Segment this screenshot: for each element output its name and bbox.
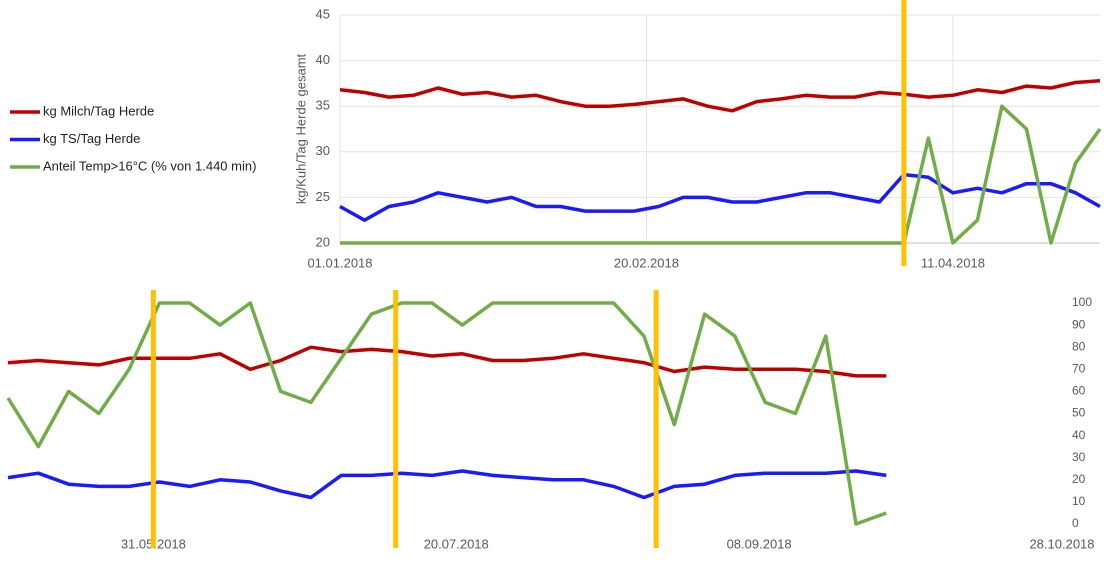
y-tick-label: 25: [316, 189, 330, 204]
y-axis-label: kg/Kuh/Tag Herde gesamt: [293, 53, 308, 204]
y-tick-label: 45: [316, 6, 330, 21]
y-tick-label: 90: [1072, 317, 1086, 331]
x-tick-label: 20.02.2018: [614, 255, 679, 270]
y-tick-label: 30: [316, 143, 330, 158]
legend-label: Anteil Temp>16°C (% von 1.440 min): [43, 158, 256, 173]
y-tick-label: 20: [1072, 472, 1086, 486]
legend-label: kg Milch/Tag Herde: [43, 103, 154, 118]
y-tick-label: 40: [1072, 428, 1086, 442]
series-line: [6, 301, 887, 526]
series-line: [340, 104, 1102, 245]
series-line: [339, 78, 1101, 113]
x-tick-label: 28.10.2018: [1029, 536, 1094, 551]
y-tick-label: 40: [316, 52, 330, 67]
y-tick-label: 35: [316, 98, 330, 113]
x-tick-label: 20.07.2018: [424, 536, 489, 551]
y-tick-label: 20: [316, 234, 330, 249]
y-tick-label: 60: [1072, 384, 1086, 398]
series-line: [7, 469, 887, 500]
legend-label: kg TS/Tag Herde: [43, 131, 140, 146]
x-tick-label: 11.04.2018: [921, 255, 985, 270]
series-line: [7, 345, 887, 378]
y-tick-label: 80: [1072, 339, 1086, 353]
y-tick-label: 100: [1072, 295, 1092, 309]
series-line: [339, 172, 1101, 222]
y-tick-label: 0: [1072, 516, 1079, 530]
y-tick-label: 70: [1072, 361, 1086, 375]
x-tick-label: 08.09.2018: [727, 536, 792, 551]
y-tick-label: 50: [1072, 406, 1086, 420]
x-tick-label: 01.01.2018: [307, 255, 372, 270]
y-tick-label: 30: [1072, 450, 1086, 464]
y-tick-label: 10: [1072, 494, 1086, 508]
